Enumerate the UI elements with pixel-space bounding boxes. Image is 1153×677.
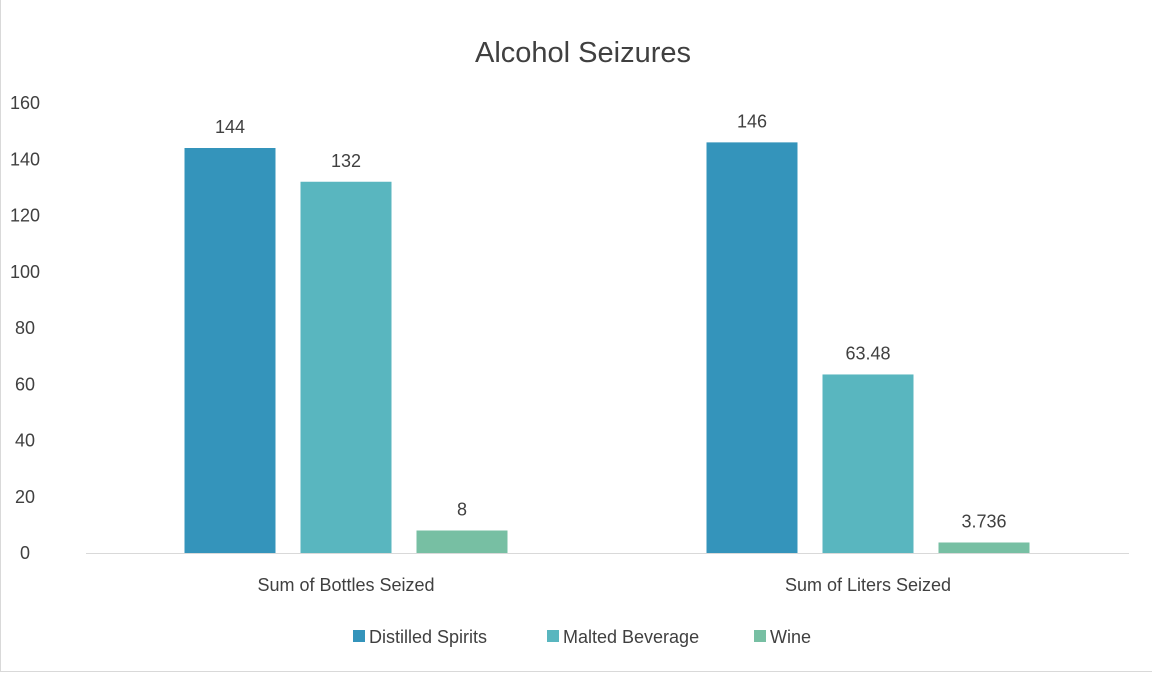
bar — [184, 148, 276, 553]
data-labels: 144 146 132 63.48 8 3.736 — [215, 111, 1007, 531]
y-tick-label: 160 — [10, 93, 40, 113]
bar — [822, 374, 914, 553]
data-label: 144 — [215, 117, 245, 137]
bar — [416, 530, 508, 553]
legend-label: Distilled Spirits — [369, 627, 487, 647]
data-label: 63.48 — [845, 343, 890, 363]
data-label: 3.736 — [961, 511, 1006, 531]
bar — [706, 142, 798, 553]
y-tick-label: 120 — [10, 206, 40, 226]
legend: Distilled Spirits Malted Beverage Wine — [353, 627, 811, 647]
chart-title: Alcohol Seizures — [475, 37, 691, 69]
bar — [300, 181, 392, 553]
legend-label: Malted Beverage — [563, 627, 699, 647]
x-axis-categories: Sum of Bottles Seized Sum of Liters Seize… — [257, 575, 951, 595]
y-axis: 0 20 40 60 80 100 120 140 160 — [10, 93, 40, 563]
data-label: 132 — [331, 151, 361, 171]
data-label: 8 — [457, 500, 467, 520]
y-tick-label: 100 — [10, 262, 40, 282]
y-tick-label: 60 — [15, 374, 35, 394]
x-category-label: Sum of Bottles Seized — [257, 575, 434, 595]
y-tick-label: 140 — [10, 149, 40, 169]
bar — [938, 542, 1030, 553]
legend-label: Wine — [770, 627, 811, 647]
x-category-label: Sum of Liters Seized — [785, 575, 951, 595]
legend-swatch — [547, 630, 559, 642]
y-tick-label: 80 — [15, 318, 35, 338]
y-tick-label: 0 — [20, 543, 30, 563]
legend-swatch — [754, 630, 766, 642]
data-label: 146 — [737, 111, 767, 131]
legend-swatch — [353, 630, 365, 642]
y-tick-label: 40 — [15, 431, 35, 451]
y-tick-label: 20 — [15, 487, 35, 507]
bars — [184, 142, 1030, 553]
